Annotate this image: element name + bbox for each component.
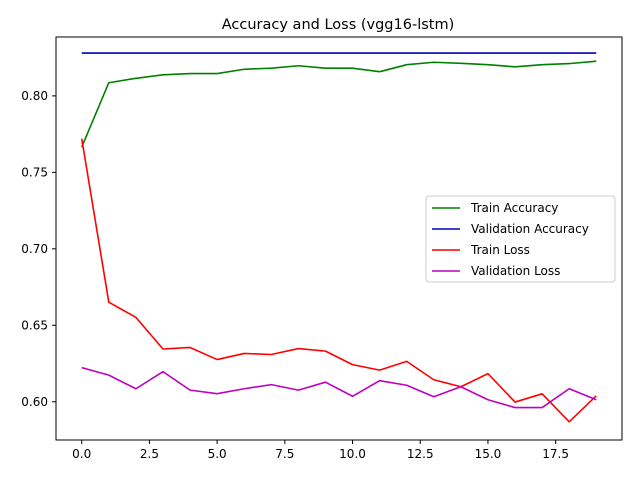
plot-frame <box>55 36 623 441</box>
chart-title: Accuracy and Loss (vgg16-lstm) <box>222 17 455 33</box>
train-loss-line <box>80 138 597 423</box>
x-tick-label: 15.0 <box>475 447 502 461</box>
series-lines <box>80 52 597 423</box>
legend-box <box>425 195 616 283</box>
validation-loss-line <box>81 366 597 409</box>
x-tick-label: 2.5 <box>140 447 159 461</box>
legend-label-train-loss: Train Loss <box>470 243 530 257</box>
legend-label-validation-loss: Validation Loss <box>471 264 560 278</box>
train-accuracy-line <box>80 60 597 148</box>
x-tick-label: 7.5 <box>275 447 294 461</box>
y-tick-label: 0.65 <box>21 318 48 332</box>
y-tick-label: 0.70 <box>21 242 48 256</box>
y-tick-label: 0.80 <box>21 89 48 103</box>
x-tick-label: 17.5 <box>542 447 569 461</box>
x-tick-label: 5.0 <box>208 447 227 461</box>
y-axis: 0.60 0.65 0.70 0.75 0.80 <box>21 89 56 409</box>
x-axis: 0.0 2.5 5.0 7.5 10.0 12.5 15.0 17.5 <box>72 440 569 461</box>
legend-label-validation-accuracy: Validation Accuracy <box>471 222 589 236</box>
y-tick-label: 0.60 <box>21 395 48 409</box>
x-tick-label: 0.0 <box>72 447 91 461</box>
x-tick-label: 10.0 <box>339 447 366 461</box>
legend: Train Accuracy Validation Accuracy Train L… <box>425 195 616 283</box>
x-tick-label: 12.5 <box>407 447 434 461</box>
y-tick-label: 0.75 <box>21 165 48 179</box>
plot-area <box>55 36 623 441</box>
legend-label-train-accuracy: Train Accuracy <box>470 201 558 215</box>
